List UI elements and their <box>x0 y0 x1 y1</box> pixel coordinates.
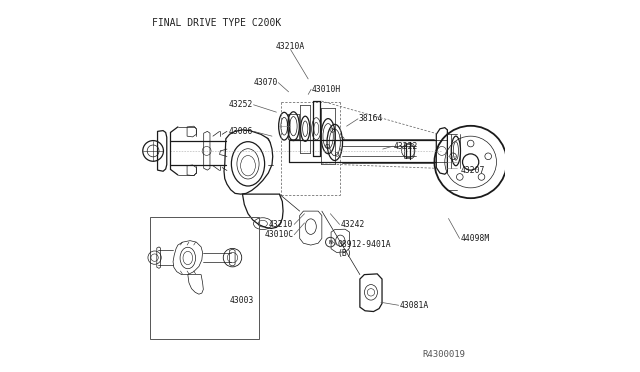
Text: 38164: 38164 <box>359 114 383 123</box>
Text: R4300019: R4300019 <box>423 350 466 359</box>
Text: 43242: 43242 <box>340 220 365 229</box>
Text: 08912-9401A: 08912-9401A <box>338 240 391 249</box>
Text: 43222: 43222 <box>394 142 418 151</box>
Text: FINAL DRIVE TYPE C200K: FINAL DRIVE TYPE C200K <box>152 18 281 28</box>
Text: 43010H: 43010H <box>312 85 341 94</box>
Text: 43070: 43070 <box>253 78 278 87</box>
Text: 43252: 43252 <box>228 100 253 109</box>
Text: 43207: 43207 <box>460 166 484 175</box>
Text: 43081A: 43081A <box>399 301 429 311</box>
Text: 43210A: 43210A <box>276 42 305 51</box>
Text: 43003: 43003 <box>230 296 254 305</box>
Text: 43010C: 43010C <box>264 230 293 239</box>
Text: 43086: 43086 <box>228 127 253 136</box>
Bar <box>150 217 259 339</box>
Text: N: N <box>328 240 332 245</box>
Text: 43210: 43210 <box>269 220 293 229</box>
Text: (B): (B) <box>338 249 353 258</box>
Text: 44098M: 44098M <box>460 234 490 243</box>
